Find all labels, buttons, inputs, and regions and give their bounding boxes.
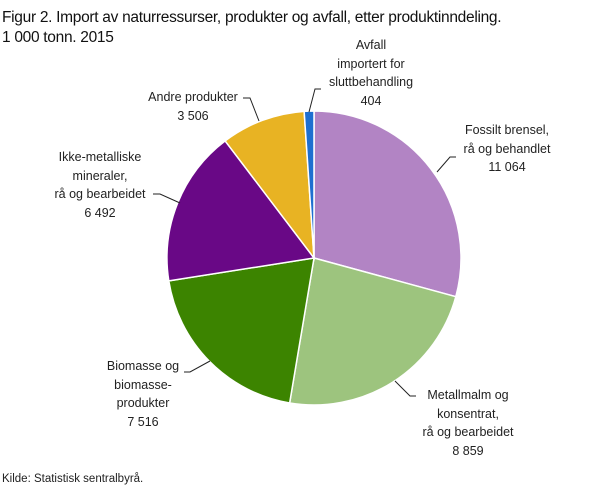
value-label: 3 506 <box>177 108 209 123</box>
title-line: Figur 2. Import av naturressurser, produ… <box>2 9 502 26</box>
label-line: konsentrat, <box>437 406 499 421</box>
label-line: Avfall <box>355 38 387 52</box>
pie-slice-4 <box>224 110 315 261</box>
label-line: produkter <box>116 396 170 410</box>
value-label: 11 064 <box>488 160 526 174</box>
value-label: 8 859 <box>452 443 484 458</box>
pie-slice-2 <box>167 257 315 404</box>
label-line: Ikke-metalliske <box>58 150 142 164</box>
slice-label-metallmalm: Metallmalm og konsentrat, rå og bearbeid… <box>422 386 513 460</box>
value-label: 404 <box>360 93 382 108</box>
subtitle-line: 1 000 tonn. 2015 <box>2 29 114 46</box>
leader-line-5 <box>308 88 321 113</box>
slice-label-andre: Andre produkter 3 506 <box>148 88 238 125</box>
pie-slice-1 <box>288 257 457 406</box>
source-note: Kilde: Statistisk sentralbyrå. <box>2 473 144 485</box>
leader-line-2 <box>184 360 211 373</box>
pie-slice-0 <box>313 110 462 298</box>
leader-line-1 <box>394 380 416 397</box>
value-label: 7 516 <box>127 414 159 429</box>
label-line: rå og bearbeidet <box>422 425 514 439</box>
slice-label-fossilt: Fossilt brensel, rå og behandlet 11 064 <box>464 121 551 177</box>
label-line: biomasse- <box>114 377 172 392</box>
slice-label-ikke-metalliske: Ikke-metalliske mineraler, rå og bearbei… <box>54 148 145 222</box>
leader-line-0 <box>436 156 456 173</box>
label-line: sluttbehandling <box>328 75 414 89</box>
pie-slice-3 <box>166 139 316 282</box>
slice-label-avfall: Avfall importert for sluttbehandling 404 <box>329 36 413 110</box>
label-line: Biomasse og <box>106 359 180 373</box>
value-label: 6 492 <box>84 205 116 220</box>
slice-label-biomasse: Biomasse og biomasse- produkter 7 516 <box>107 357 179 431</box>
label-line: rå og behandlet <box>463 141 551 156</box>
label-line: importert for <box>337 56 405 71</box>
chart-title: Figur 2. Import av naturressurser, produ… <box>2 8 502 48</box>
label-line: Fossilt brensel, <box>464 123 550 137</box>
label-line: Andre produkter <box>148 90 238 104</box>
leader-line-3 <box>153 193 181 204</box>
label-line: rå og bearbeidet <box>54 187 146 201</box>
label-line: Metallmalm og <box>427 388 509 402</box>
leader-line-4 <box>243 97 260 122</box>
label-line: mineraler, <box>72 168 128 183</box>
